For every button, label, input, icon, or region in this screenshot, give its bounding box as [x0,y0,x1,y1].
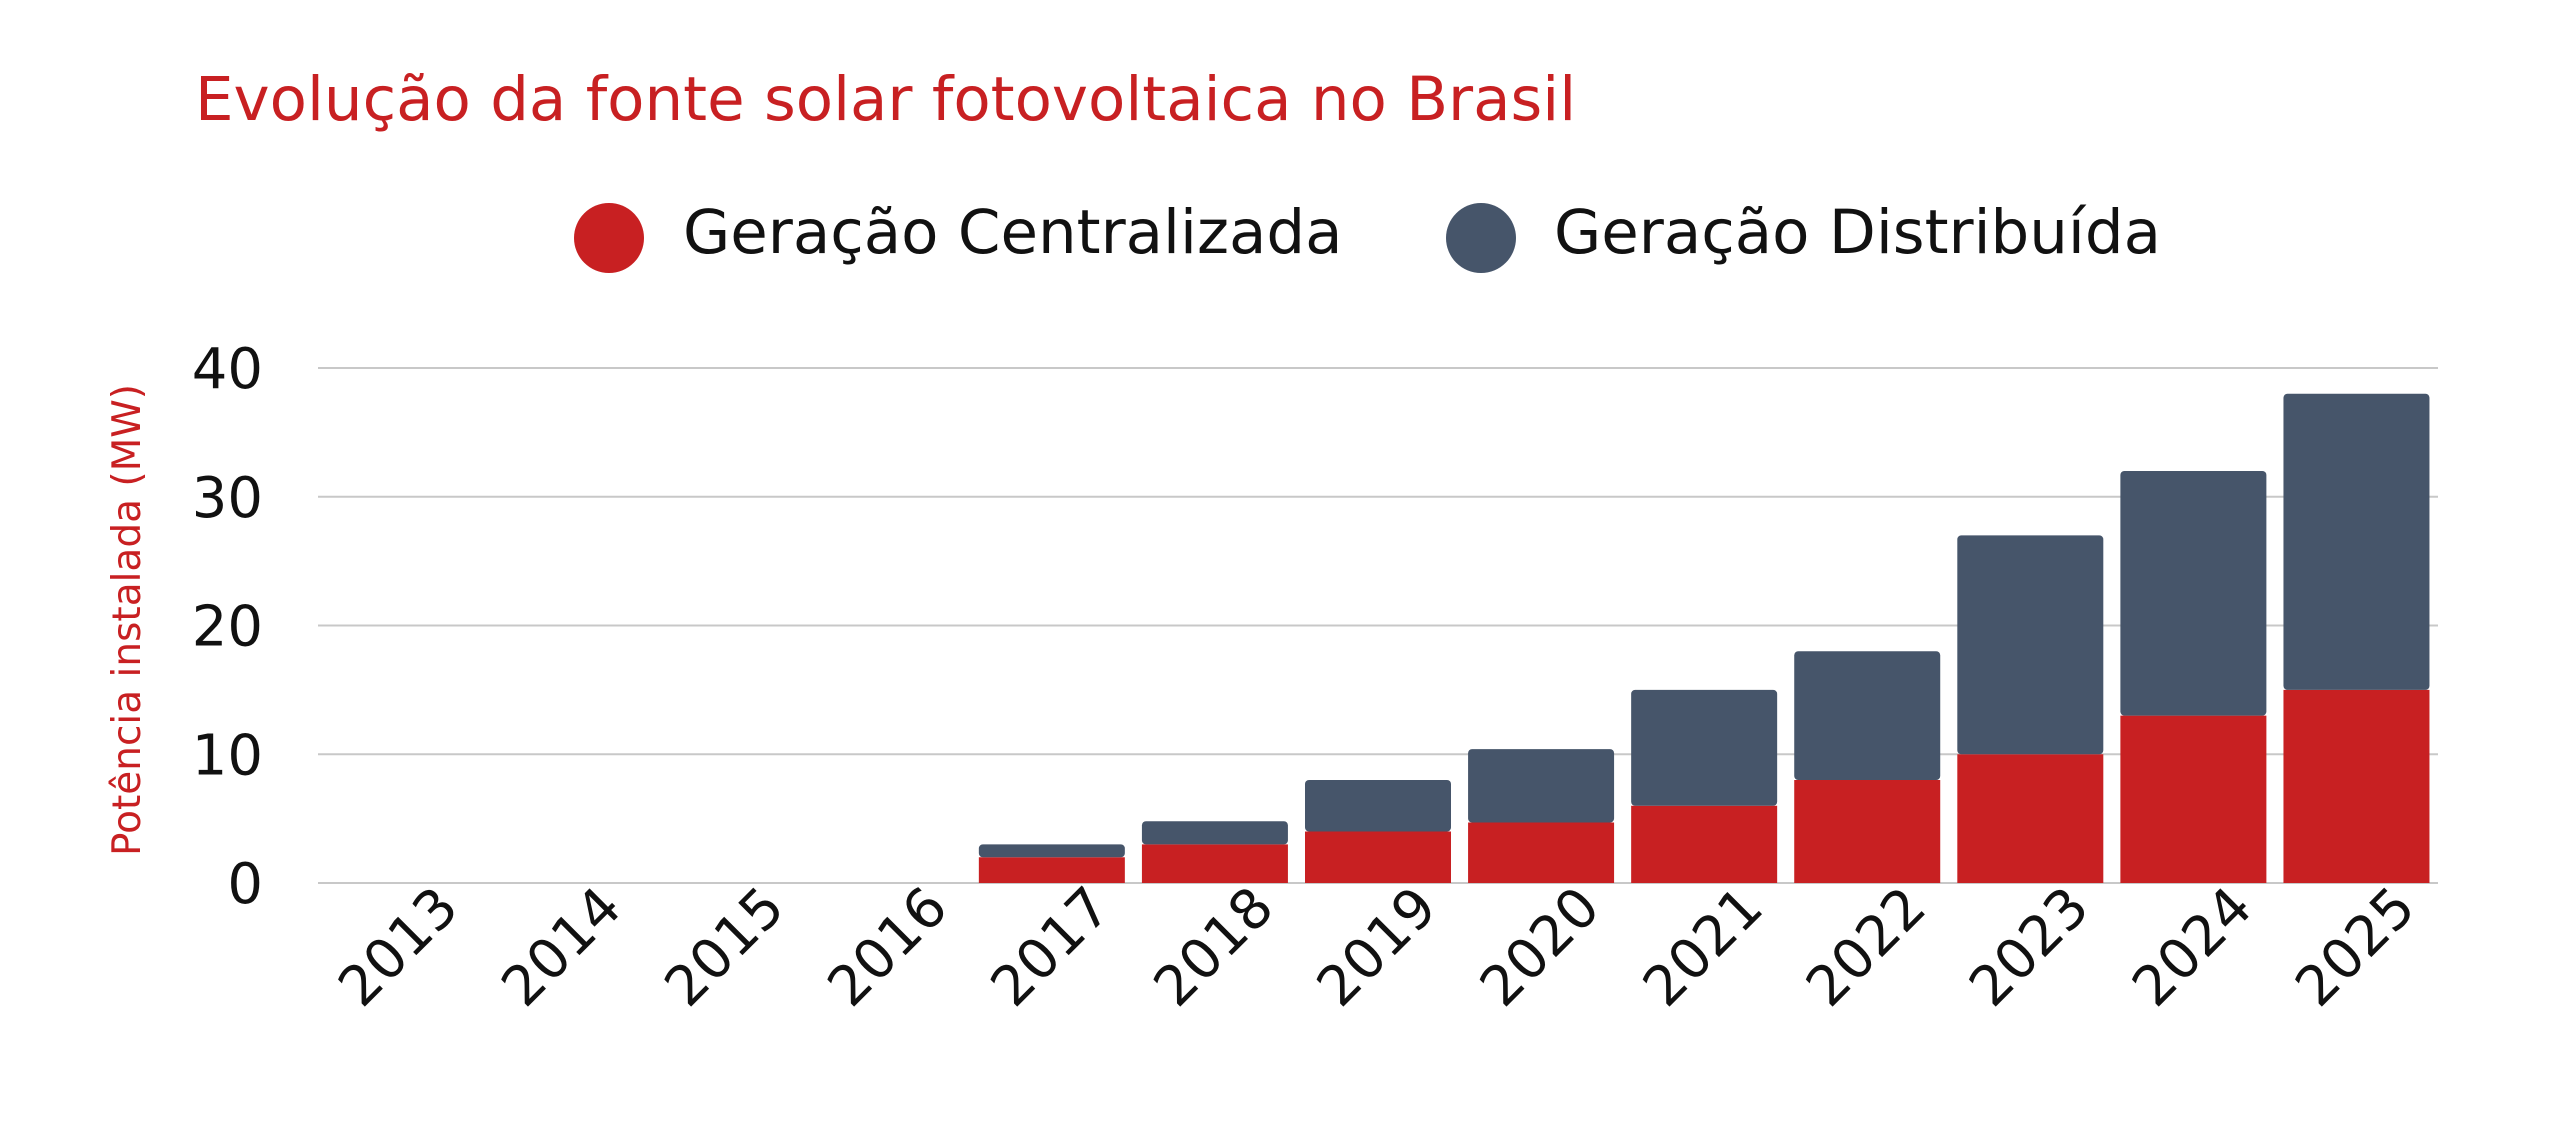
x-tick-label-2022: 2022 [1794,874,1938,1018]
legend: Geração Centralizada Geração Distribuída [574,197,2161,273]
y-tick-label-40: 40 [192,337,263,402]
legend-swatch-distribuida [1446,203,1516,273]
bar-distribuida-2024 [2120,471,2267,716]
x-tick-label-2014: 2014 [489,874,633,1018]
bar-distribuida-2017 [978,844,1125,858]
bar-centralizada-2025 [2283,689,2430,883]
bar-distribuida-2021 [1631,689,1778,806]
bar-centralizada-2019 [1305,831,1451,883]
x-tick-label-2024: 2024 [2120,874,2264,1018]
bar-distribuida-2025 [2283,393,2430,690]
bar-centralizada-2024 [2120,715,2267,883]
bar-centralizada-2020 [1468,822,1615,883]
bar-distribuida-2019 [1305,780,1451,832]
x-tick-label-2015: 2015 [652,874,796,1018]
bar-centralizada-2018 [1141,844,1288,883]
bar-distribuida-2022 [1794,651,1941,780]
y-tick-label-20: 20 [192,595,263,660]
y-ticks-layer: 0 10 20 30 40 [192,337,263,917]
bar-distribuida-2020 [1468,749,1615,823]
x-tick-label-2020: 2020 [1468,874,1612,1018]
bar-distribuida-2023 [1957,535,2104,755]
y-tick-label-10: 10 [192,723,263,788]
x-tick-label-2018: 2018 [1141,874,1285,1018]
x-tick-label-2016: 2016 [815,874,959,1018]
bar-centralizada-2022 [1794,780,1941,883]
bar-centralizada-2023 [1957,754,2104,883]
chart-title: Evolução da fonte solar fotovoltaica no … [195,64,1576,135]
legend-swatch-centralizada [574,203,644,273]
y-tick-label-30: 30 [192,466,263,531]
x-tick-label-2023: 2023 [1957,874,2101,1018]
x-tick-label-2019: 2019 [1304,874,1448,1018]
legend-label-distribuida: Geração Distribuída [1554,197,2161,268]
y-axis-label: Potência instalada (MW) [105,384,150,856]
y-tick-label-0: 0 [227,852,263,917]
x-ticks-layer: 2013 2014 2015 2016 2017 2018 2019 2020 2021 2022… [326,874,2427,1018]
bar-centralizada-2017 [978,857,1125,883]
x-tick-label-2017: 2017 [978,874,1122,1018]
x-tick-label-2025: 2025 [2283,874,2427,1018]
legend-label-centralizada: Geração Centralizada [683,197,1342,268]
x-tick-label-2021: 2021 [1631,874,1775,1018]
bars-layer [978,393,2430,883]
bar-distribuida-2018 [1141,821,1288,845]
bar-centralizada-2021 [1631,805,1778,883]
x-tick-label-2013: 2013 [326,874,470,1018]
